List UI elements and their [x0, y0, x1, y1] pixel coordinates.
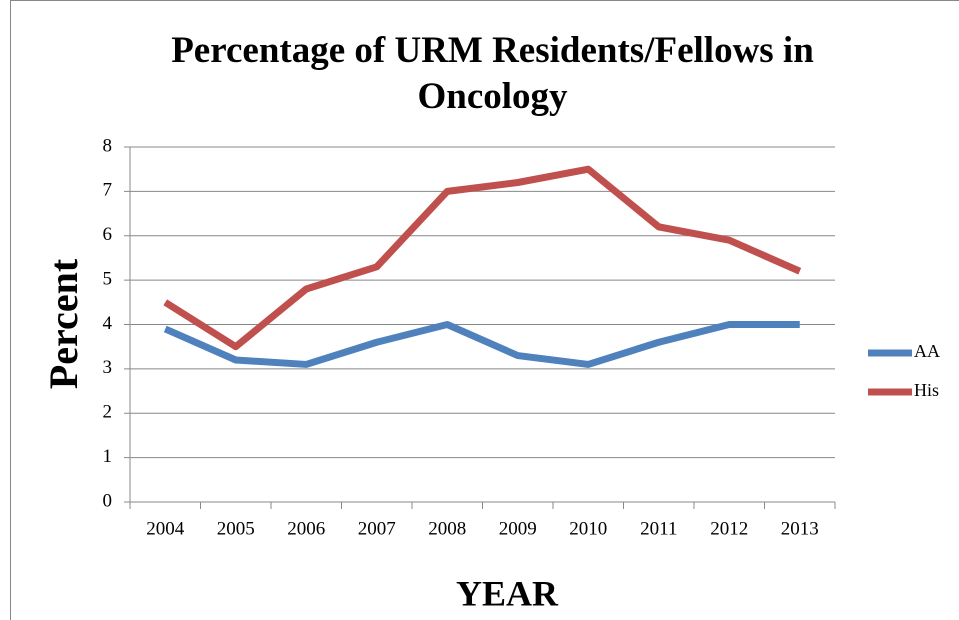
line-series — [163, 165, 802, 351]
line-series — [163, 321, 800, 368]
x-axis-label: YEAR — [456, 573, 559, 613]
x-tick-label: 2012 — [710, 518, 748, 539]
x-tick-label: 2010 — [569, 518, 607, 539]
y-tick-label: 6 — [103, 224, 113, 245]
y-tick-label: 2 — [103, 402, 113, 423]
legend-label: His — [914, 380, 939, 400]
chart-frame — [10, 0, 959, 620]
chart-title: Percentage of URM Residents/Fellows in O… — [171, 30, 814, 117]
x-tick-label: 2009 — [499, 518, 537, 539]
y-tick-label: 3 — [103, 357, 113, 378]
y-tick-label: 8 — [103, 135, 113, 156]
x-tick-label: 2007 — [358, 518, 396, 539]
y-tick-label: 0 — [103, 490, 113, 511]
y-axis-label: Percent — [41, 258, 86, 389]
y-tick-label: 5 — [103, 268, 113, 289]
x-tick-label: 2011 — [640, 518, 677, 539]
x-tick-label: 2005 — [217, 518, 255, 539]
x-tick-label: 2008 — [428, 518, 466, 539]
x-tick-label: 2006 — [287, 518, 325, 539]
y-tick-label: 1 — [103, 446, 113, 467]
y-tick-label: 7 — [103, 180, 113, 201]
y-tick-label: 4 — [103, 313, 113, 334]
x-tick-label: 2013 — [781, 518, 819, 539]
legend-label: AA — [914, 341, 940, 361]
x-tick-label: 2004 — [146, 518, 185, 539]
